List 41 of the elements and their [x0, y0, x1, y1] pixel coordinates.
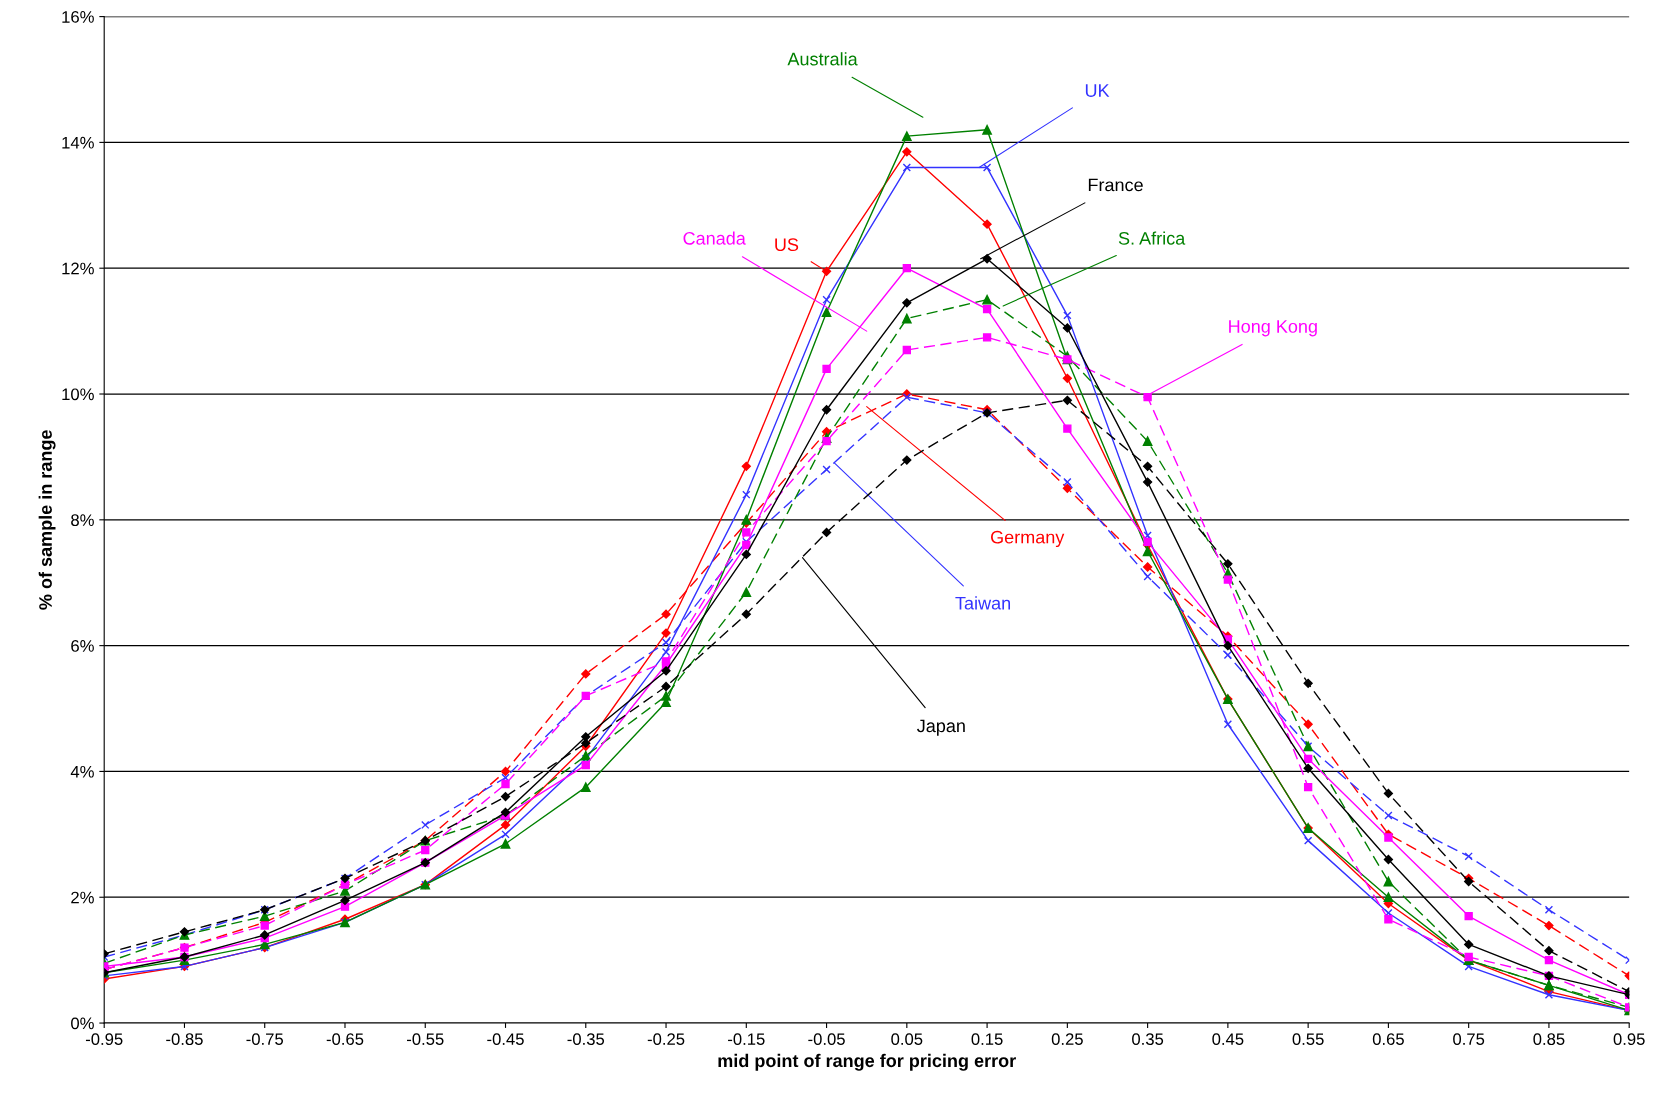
y-tick-label: 10% — [62, 388, 94, 401]
x-tick-label: -0.55 — [407, 1033, 444, 1046]
y-tick-label: 12% — [62, 262, 94, 275]
x-tick-label: -0.85 — [166, 1033, 203, 1046]
x-tick-label: -0.25 — [647, 1033, 685, 1046]
x-tick-label: 0.65 — [1372, 1033, 1404, 1046]
text: France — [1088, 178, 1143, 192]
x-tick-label: 0.05 — [891, 1033, 923, 1046]
y-tick-label: 4% — [70, 765, 94, 778]
x-tick-label: 0.85 — [1533, 1033, 1565, 1046]
text: Hong Kong — [1229, 320, 1317, 337]
y-tick-label: 0% — [71, 1017, 94, 1030]
series-label: Germany — [991, 530, 1065, 548]
x-tick-label: -0.95 — [85, 1033, 123, 1046]
x-tick-label: 0.15 — [971, 1033, 1003, 1046]
text: S. Africa — [1118, 231, 1186, 245]
y-tick-label: 16% — [62, 10, 94, 23]
x-tick-label: 0.95 — [1613, 1033, 1645, 1046]
y-tick-label: 8% — [71, 514, 94, 527]
y-tick-label: 6% — [71, 640, 94, 652]
y-axis-title: % of sample in range — [38, 430, 56, 610]
y-tick-label: 14% — [62, 136, 94, 149]
x-tick-label: -0.05 — [808, 1033, 845, 1046]
x-tick-label: 0.25 — [1051, 1033, 1083, 1046]
text: Japan — [917, 719, 965, 736]
x-tick-label: 0.55 — [1292, 1033, 1324, 1046]
x-tick-label: -0.15 — [728, 1033, 765, 1046]
x-tick-label: -0.35 — [567, 1033, 605, 1046]
x-tick-label: 0.45 — [1212, 1033, 1244, 1046]
series-label: US — [775, 238, 799, 252]
y-tick-label: 2% — [71, 891, 94, 904]
text: Canada — [683, 231, 746, 245]
x-axis-title: mid point of range for pricing error — [718, 1053, 1016, 1071]
x-tick-label: -0.45 — [487, 1033, 524, 1046]
x-tick-label: -0.65 — [326, 1033, 364, 1046]
text: Australia — [787, 52, 858, 66]
text: Taiwan — [955, 596, 1010, 610]
x-tick-label: -0.75 — [246, 1033, 284, 1046]
x-tick-label: 0.75 — [1453, 1033, 1485, 1046]
x-tick-label: 0.35 — [1132, 1033, 1164, 1046]
text: UK — [1085, 84, 1110, 97]
